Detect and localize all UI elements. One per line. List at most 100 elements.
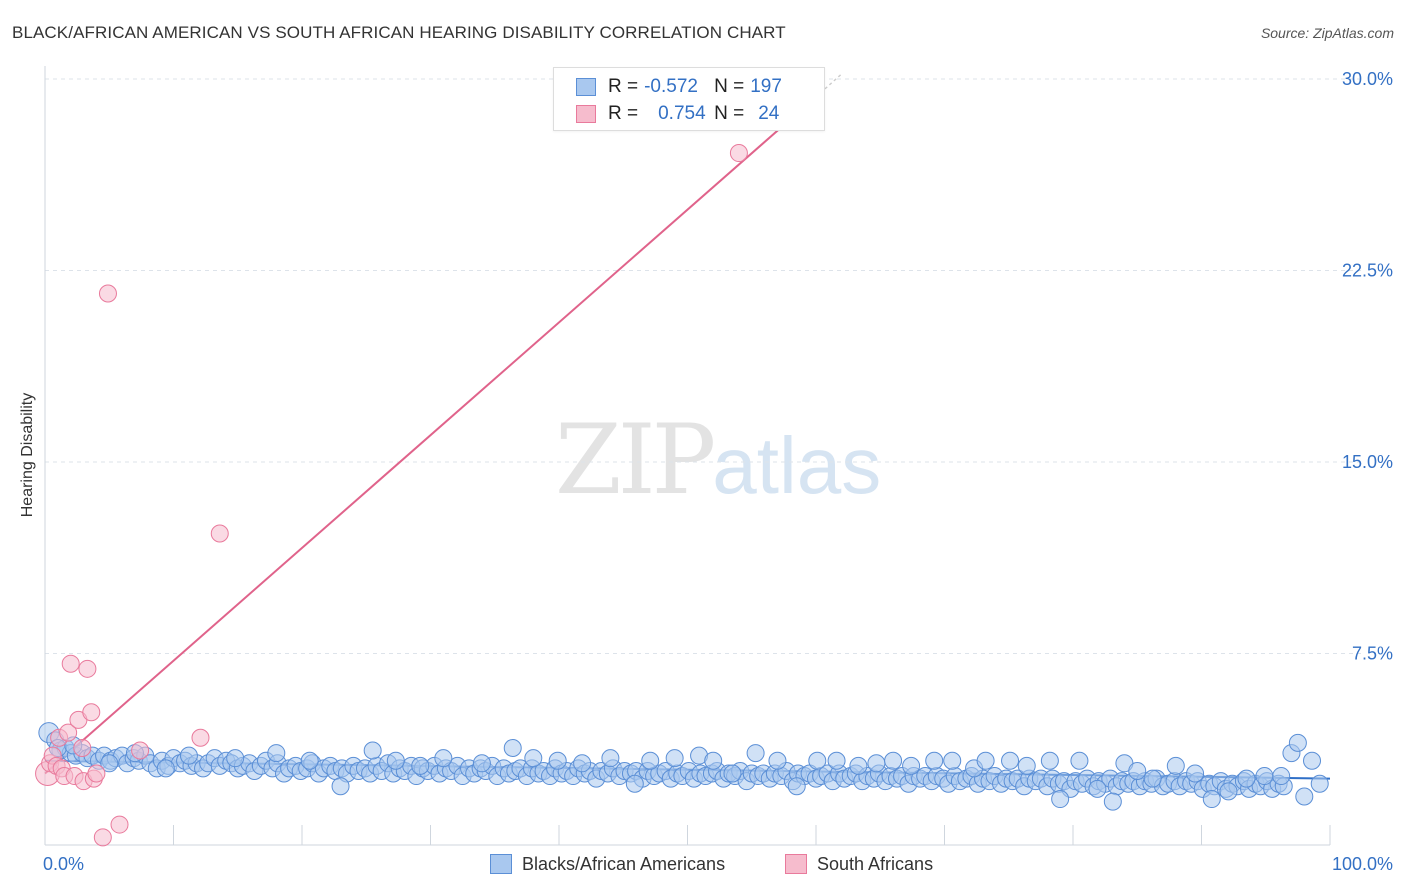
south-africans-point-11 (73, 738, 92, 757)
bottom-legend-swatch-blue (490, 854, 512, 874)
blacks-point-224 (156, 759, 175, 778)
blacks-point-248 (787, 777, 806, 796)
south-africans-point-16 (87, 764, 106, 783)
legend-r-label: R = (608, 103, 639, 124)
legend-n-label: N = (714, 76, 745, 97)
blacks-point-252 (867, 754, 886, 773)
south-africans-point-7 (59, 723, 78, 742)
legend-row-blacks: R = -0.572 N = 197 (576, 75, 782, 99)
watermark-atlas: atlas (712, 421, 882, 510)
south-africans-trend-line (44, 96, 817, 775)
legend-swatch-blue (576, 78, 596, 96)
tick-labels: 7.5% 15.0% 22.5% 30.0% 0.0% 100.0% (43, 69, 1393, 874)
south-africans-point-19 (110, 815, 129, 834)
blacks-point-264 (1088, 779, 1107, 798)
blacks-point-270 (1186, 764, 1205, 783)
grid-lines (45, 78, 1362, 654)
blacks-point-234 (472, 754, 491, 773)
blacks-point-229 (331, 777, 350, 796)
blacks-point-262 (1051, 790, 1070, 809)
legend-n-value-south-africans: 24 (758, 103, 780, 124)
blacks-point-272 (1219, 782, 1238, 801)
blacks-point-218 (1303, 751, 1322, 770)
blacks-point-269 (1166, 756, 1185, 775)
bottom-legend-swatch-pink (785, 854, 807, 874)
y-tick-label-0: 7.5% (1352, 644, 1393, 664)
blacks-point-260 (1017, 756, 1036, 775)
blacks-point-230 (363, 741, 382, 760)
blacks-point-232 (411, 756, 430, 775)
south-africans-point-23 (729, 144, 748, 163)
blacks-point-268 (1143, 769, 1162, 788)
blacks-point-228 (300, 751, 319, 770)
blacks-point-254 (902, 756, 921, 775)
south-africans-point-20 (131, 741, 150, 760)
blacks-point-242 (665, 749, 684, 768)
blacks-point-249 (808, 751, 827, 770)
y-tick-label-2: 22.5% (1342, 261, 1393, 281)
bottom-legend-blacks: Blacks/African Americans (490, 852, 725, 876)
y-axis-label: Hearing Disability (19, 392, 36, 518)
blacks-point-219 (1310, 774, 1329, 793)
correlation-legend: R = -0.572 N = 197 R = 0.754 N = 24 (553, 67, 825, 131)
blacks-point-216 (1288, 733, 1307, 752)
blacks-point-241 (641, 751, 660, 770)
legend-r-label: R = (608, 76, 639, 97)
legend-r-value-south-africans: 0.754 (658, 103, 706, 124)
blacks-point-250 (827, 751, 846, 770)
south-africans-point-18 (98, 284, 117, 303)
blacks-point-237 (548, 751, 567, 770)
chart-source: Source: ZipAtlas.com (1260, 25, 1394, 41)
blacks-point-267 (1128, 761, 1147, 780)
blacks-point-233 (434, 749, 453, 768)
blacks-point-244 (704, 751, 723, 770)
blacks-point-253 (884, 751, 903, 770)
legend-n-value-blacks: 197 (750, 76, 782, 97)
chart-title: BLACK/AFRICAN AMERICAN VS SOUTH AFRICAN … (12, 23, 786, 42)
legend-row-south-africans: R = 0.754 N = 24 (576, 102, 779, 126)
axes (44, 66, 1331, 846)
blacks-point-239 (601, 749, 620, 768)
blacks-point-240 (625, 774, 644, 793)
blacks-point-256 (943, 751, 962, 770)
south-africans-point-17 (93, 828, 112, 847)
blacks-point-231 (386, 751, 405, 770)
blacks-point-235 (503, 738, 522, 757)
blacks-point-227 (267, 744, 286, 763)
blacks-point-274 (1255, 767, 1274, 786)
blacks-point-238 (573, 754, 592, 773)
series-south-africans-points (35, 144, 748, 847)
bottom-legend-label-blacks: Blacks/African Americans (522, 853, 726, 874)
bottom-legend-label-south-africans: South Africans (817, 853, 934, 874)
blacks-point-259 (1001, 751, 1020, 770)
trend-lines (44, 73, 1331, 780)
bottom-legend-south-africans: South Africans (785, 852, 933, 876)
blacks-point-255 (925, 751, 944, 770)
x-tick-label-0: 0.0% (43, 854, 84, 874)
blacks-point-258 (976, 751, 995, 770)
blacks-point-247 (768, 751, 787, 770)
blacks-point-261 (1040, 751, 1059, 770)
south-africans-point-21 (191, 728, 210, 747)
watermark-zip: ZIP (555, 404, 716, 516)
blacks-point-236 (524, 749, 543, 768)
blacks-point-246 (746, 744, 765, 763)
blacks-point-245 (723, 764, 742, 783)
blacks-point-275 (1272, 767, 1291, 786)
blacks-point-251 (849, 756, 868, 775)
watermark: ZIPatlas (555, 404, 881, 516)
blacks-point-222 (100, 754, 119, 773)
y-tick-label-1: 15.0% (1342, 452, 1393, 472)
legend-n-label: N = (714, 103, 745, 124)
blacks-point-265 (1103, 792, 1122, 811)
south-africans-point-14 (82, 703, 101, 722)
blacks-point-226 (226, 749, 245, 768)
south-africans-point-8 (61, 654, 80, 673)
blacks-point-263 (1070, 751, 1089, 770)
south-africans-point-22 (210, 524, 229, 543)
south-africans-point-13 (78, 659, 97, 678)
blacks-point-225 (179, 746, 198, 765)
blacks-point-273 (1237, 769, 1256, 788)
blacks-point-271 (1202, 790, 1221, 809)
